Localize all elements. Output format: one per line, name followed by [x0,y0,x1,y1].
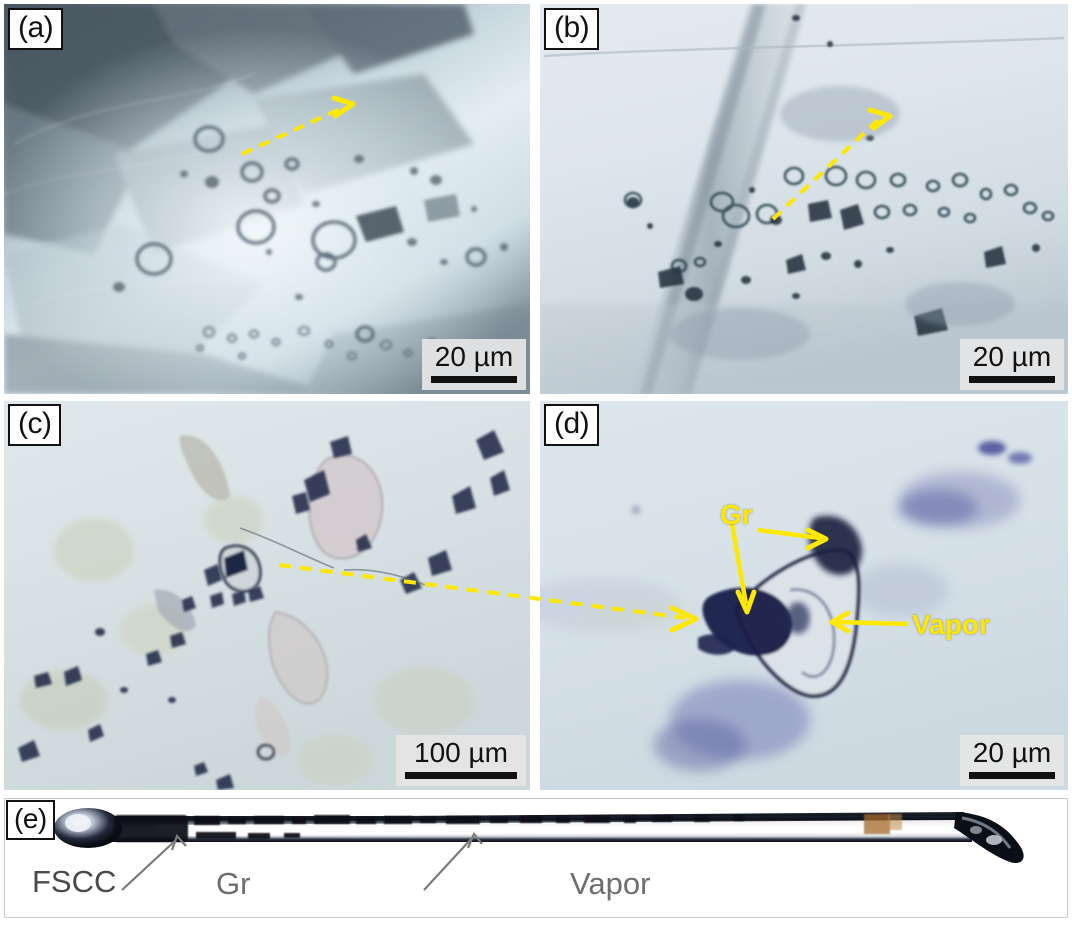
panel-d-scalebar-text: 20 µm [972,737,1052,768]
inset-a-scalebar-line [457,150,519,155]
inset-b-scalebar: 5 µm [986,123,1066,167]
roi-box-c [214,533,282,591]
panel-a-scalebar-line [431,376,517,383]
panel-a-scalebar-text: 20 µm [434,341,514,372]
panel-b-inset: Vapor Pyrbit 5 µm [890,4,1068,169]
panel-a: Vapor Pyrbit 5 µm (a) Fl-hosted inclusio… [4,4,530,394]
panel-b-scalebar: 20 µm [960,339,1064,390]
panel-b-label: (b) [544,8,600,50]
inset-b-vapor-label: Vapor [926,5,988,30]
panel-a-label: (a) [8,8,64,50]
gutter-vertical-bottom [530,400,540,695]
inset-a-vapor-label: Vapor [361,7,423,32]
panel-e-vapor-label: Vapor [570,866,651,901]
panel-c: (c) Qtz-hosted inclusion 100 µm [4,400,530,790]
roi-box-b [708,174,773,236]
panel-a-inset: Vapor Pyrbit 5 µm [353,4,530,164]
gutter-vertical-top [530,0,540,400]
panel-c-scalebar: 100 µm [396,735,526,786]
panel-c-image [4,400,530,790]
panel-b-scalebar-text: 20 µm [972,341,1052,372]
panel-d-label: (d) [544,404,600,446]
panel-d-vapor-label: Vapor [912,609,990,640]
inset-b-pyrbit-label: Pyrbit [896,133,959,158]
panel-d-image [540,400,1068,790]
panel-c-caption: Qtz-hosted inclusion [18,747,317,784]
roi-box-a [186,112,242,170]
inset-b-scalebar-text: 5 µm [1000,125,1052,151]
panel-e: FSCC Gr Vapor (e) 1mm [4,798,1068,918]
panel-d-arrows [729,523,909,634]
gutter-vertical-bottom2 [530,640,540,795]
panel-e-scalebar: 1mm [936,860,1040,902]
panel-e-image [4,798,1068,918]
panel-e-scalebar-text: 1mm [953,858,1023,893]
panel-c-scalebar-text: 100 µm [414,737,508,768]
panel-d-gr-label: Gr [720,499,753,530]
gutter-horizontal-2 [0,790,1072,798]
panel-b: Vapor Pyrbit 5 µm (b) Dol-h [540,4,1068,394]
inset-b-scalebar-line [995,155,1057,160]
panel-c-label: (c) [8,404,62,446]
panel-d-scalebar-line [969,772,1055,779]
panel-e-scalebar-line [936,896,1040,902]
panel-c-scalebar-line [405,772,517,779]
inset-a-scalebar-text: 5 µm [462,120,514,146]
panel-b-caption: Dol-hosted inclusion [554,351,852,388]
panel-a-caption: Fl-hosted inclusion [18,351,294,388]
panel-a-scalebar: 20 µm [422,339,526,390]
inset-a-scalebar: 5 µm [448,118,528,162]
panel-d-scalebar: 20 µm [960,735,1064,786]
panel-e-fscc-label: FSCC [32,864,117,899]
panel-e-label: (e) [6,800,55,840]
panel-b-scalebar-line [969,376,1055,383]
inset-a-pyrbit-label: Pyrbit [359,129,422,154]
panel-d: Gr Vapor (d) 20 µm [540,400,1068,790]
panel-e-gr-label: Gr [216,866,251,901]
gutter-horizontal-1 [0,394,1072,401]
